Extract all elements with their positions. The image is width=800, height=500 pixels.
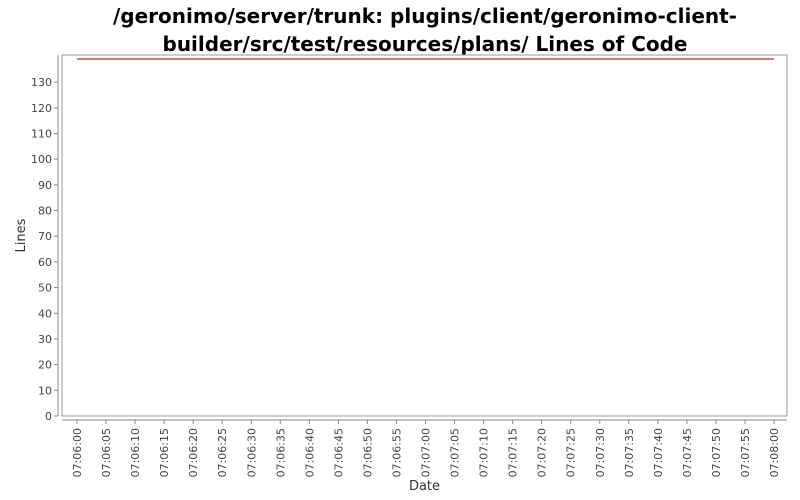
- y-tick-label: 50: [38, 282, 52, 295]
- x-tick-label: 07:08:00: [768, 428, 781, 477]
- x-tick-label: 07:06:20: [187, 428, 200, 477]
- y-tick-label: 110: [31, 127, 52, 140]
- x-tick-label: 07:07:35: [623, 428, 636, 477]
- x-tick-label: 07:07:10: [478, 428, 491, 477]
- x-tick-label: 07:06:10: [129, 428, 142, 477]
- x-tick-label: 07:06:45: [332, 428, 345, 477]
- y-tick-label: 10: [38, 384, 52, 397]
- y-tick-label: 60: [38, 256, 52, 269]
- x-tick-label: 07:07:20: [536, 428, 549, 477]
- y-tick-label: 40: [38, 307, 52, 320]
- x-tick-label: 07:07:25: [565, 428, 578, 477]
- x-tick-label: 07:06:15: [158, 428, 171, 477]
- x-tick-label: 07:07:00: [420, 428, 433, 477]
- x-tick-label: 07:06:00: [71, 428, 84, 477]
- y-tick-label: 30: [38, 333, 52, 346]
- chart-title: /geronimo/server/trunk: plugins/client/g…: [40, 2, 800, 58]
- x-tick-label: 07:06:50: [361, 428, 374, 477]
- y-tick-label: 90: [38, 179, 52, 192]
- x-tick-label: 07:07:45: [681, 428, 694, 477]
- y-tick-label: 100: [31, 153, 52, 166]
- y-axis-title: Lines: [14, 218, 29, 252]
- y-tick-label: 0: [45, 410, 52, 423]
- chart-title-line-1: /geronimo/server/trunk: plugins/client/g…: [113, 4, 737, 28]
- plot-area: [61, 54, 788, 417]
- x-tick-label: 07:07:50: [710, 428, 723, 477]
- x-tick-label: 07:07:55: [739, 428, 752, 477]
- x-tick-label: 07:06:40: [303, 428, 316, 477]
- x-tick-label: 07:06:05: [100, 428, 113, 477]
- x-tick-label: 07:07:05: [449, 428, 462, 477]
- y-tick-label: 120: [31, 102, 52, 115]
- x-tick-label: 07:07:40: [652, 428, 665, 477]
- x-tick-label: 07:07:15: [507, 428, 520, 477]
- x-axis-title: Date: [409, 479, 440, 494]
- x-tick-label: 07:06:25: [216, 428, 229, 477]
- y-tick-label: 70: [38, 230, 52, 243]
- y-tick-label: 80: [38, 205, 52, 218]
- x-tick-label: 07:06:55: [390, 428, 403, 477]
- x-tick-label: 07:06:30: [245, 428, 258, 477]
- y-tick-label: 20: [38, 359, 52, 372]
- x-tick-label: 07:06:35: [274, 428, 287, 477]
- chart-title-line-2: builder/src/test/resources/plans/ Lines …: [162, 32, 688, 56]
- y-tick-label: 130: [31, 76, 52, 89]
- x-tick-label: 07:07:30: [594, 428, 607, 477]
